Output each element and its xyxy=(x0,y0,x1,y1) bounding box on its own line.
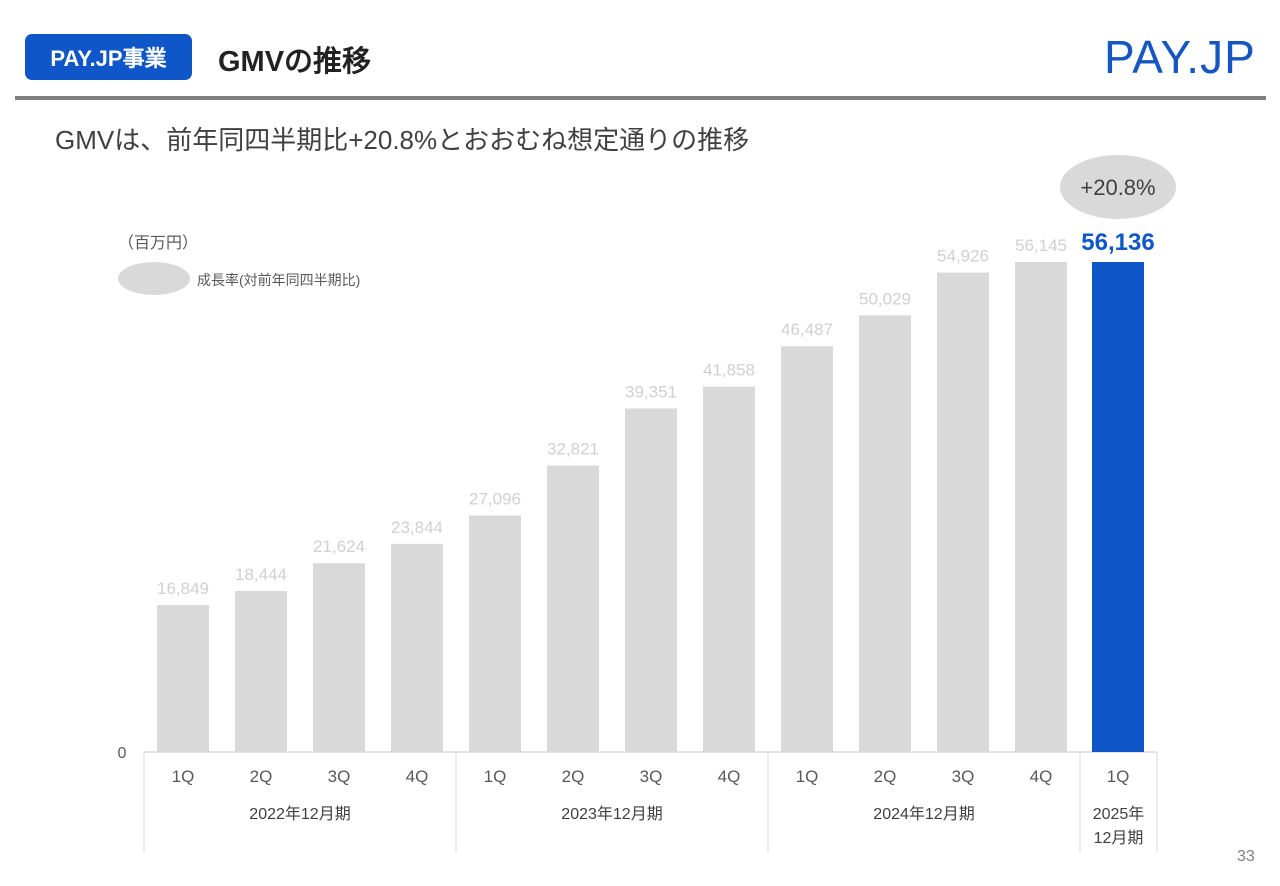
value-label: 27,096 xyxy=(469,489,521,508)
value-label: 39,351 xyxy=(625,383,677,402)
bar xyxy=(547,465,599,752)
subtitle: GMVは、前年同四半期比+20.8%とおおむね想定通りの推移 xyxy=(55,125,750,155)
growth-rate-label: +20.8% xyxy=(1080,175,1155,200)
x-tick-label: 1Q xyxy=(1107,767,1130,786)
bar xyxy=(1015,261,1067,752)
value-label: 46,487 xyxy=(781,320,833,339)
value-label: 54,926 xyxy=(937,247,989,266)
value-label: 56,136 xyxy=(1081,229,1154,256)
value-label: 50,029 xyxy=(859,289,911,308)
bar xyxy=(157,604,209,752)
x-tick-label: 3Q xyxy=(328,767,351,786)
group-label: 12月期 xyxy=(1094,829,1144,847)
value-label: 18,444 xyxy=(235,565,287,584)
unit-label: （百万円） xyxy=(118,235,199,252)
group-label: 2025年 xyxy=(1093,805,1145,823)
x-tick-label: 2Q xyxy=(562,767,585,786)
value-label: 41,858 xyxy=(703,361,755,380)
bar xyxy=(391,543,443,752)
x-tick-label: 4Q xyxy=(406,767,429,786)
bar xyxy=(703,386,755,752)
value-label: 21,624 xyxy=(313,537,365,556)
bar xyxy=(235,591,287,752)
group-label: 2024年12月期 xyxy=(873,805,974,823)
x-tick-label: 3Q xyxy=(640,767,663,786)
header-divider xyxy=(15,96,1266,100)
x-tick-label: 1Q xyxy=(796,767,819,786)
legend-ellipse-icon xyxy=(118,262,190,295)
page-number: 33 xyxy=(1237,848,1255,865)
bar xyxy=(937,272,989,752)
bar xyxy=(1092,262,1144,752)
x-tick-label: 1Q xyxy=(172,767,195,786)
bar xyxy=(625,408,677,752)
page-title: GMVの推移 xyxy=(218,46,372,78)
bar xyxy=(859,315,911,752)
value-label: 23,844 xyxy=(391,518,443,537)
bar xyxy=(469,515,521,752)
group-label: 2023年12月期 xyxy=(561,805,662,823)
value-label: 56,145 xyxy=(1015,236,1067,255)
section-badge: PAY.JP事業 xyxy=(25,34,192,80)
legend-label: 成長率(対前年同四半期比) xyxy=(197,272,361,288)
x-tick-label: 4Q xyxy=(718,767,741,786)
value-label: 32,821 xyxy=(547,440,599,459)
x-tick-label: 1Q xyxy=(484,767,507,786)
x-tick-label: 2Q xyxy=(250,767,273,786)
x-tick-label: 3Q xyxy=(952,767,975,786)
group-label: 2022年12月期 xyxy=(249,805,350,823)
value-label: 16,849 xyxy=(157,579,209,598)
bar xyxy=(781,346,833,752)
y-tick-label: 0 xyxy=(118,745,127,762)
x-tick-label: 4Q xyxy=(1030,767,1053,786)
growth-bubble xyxy=(1060,155,1176,219)
x-tick-label: 2Q xyxy=(874,767,897,786)
bar xyxy=(313,563,365,752)
payjp-logo: PAY.JP xyxy=(1104,31,1256,83)
